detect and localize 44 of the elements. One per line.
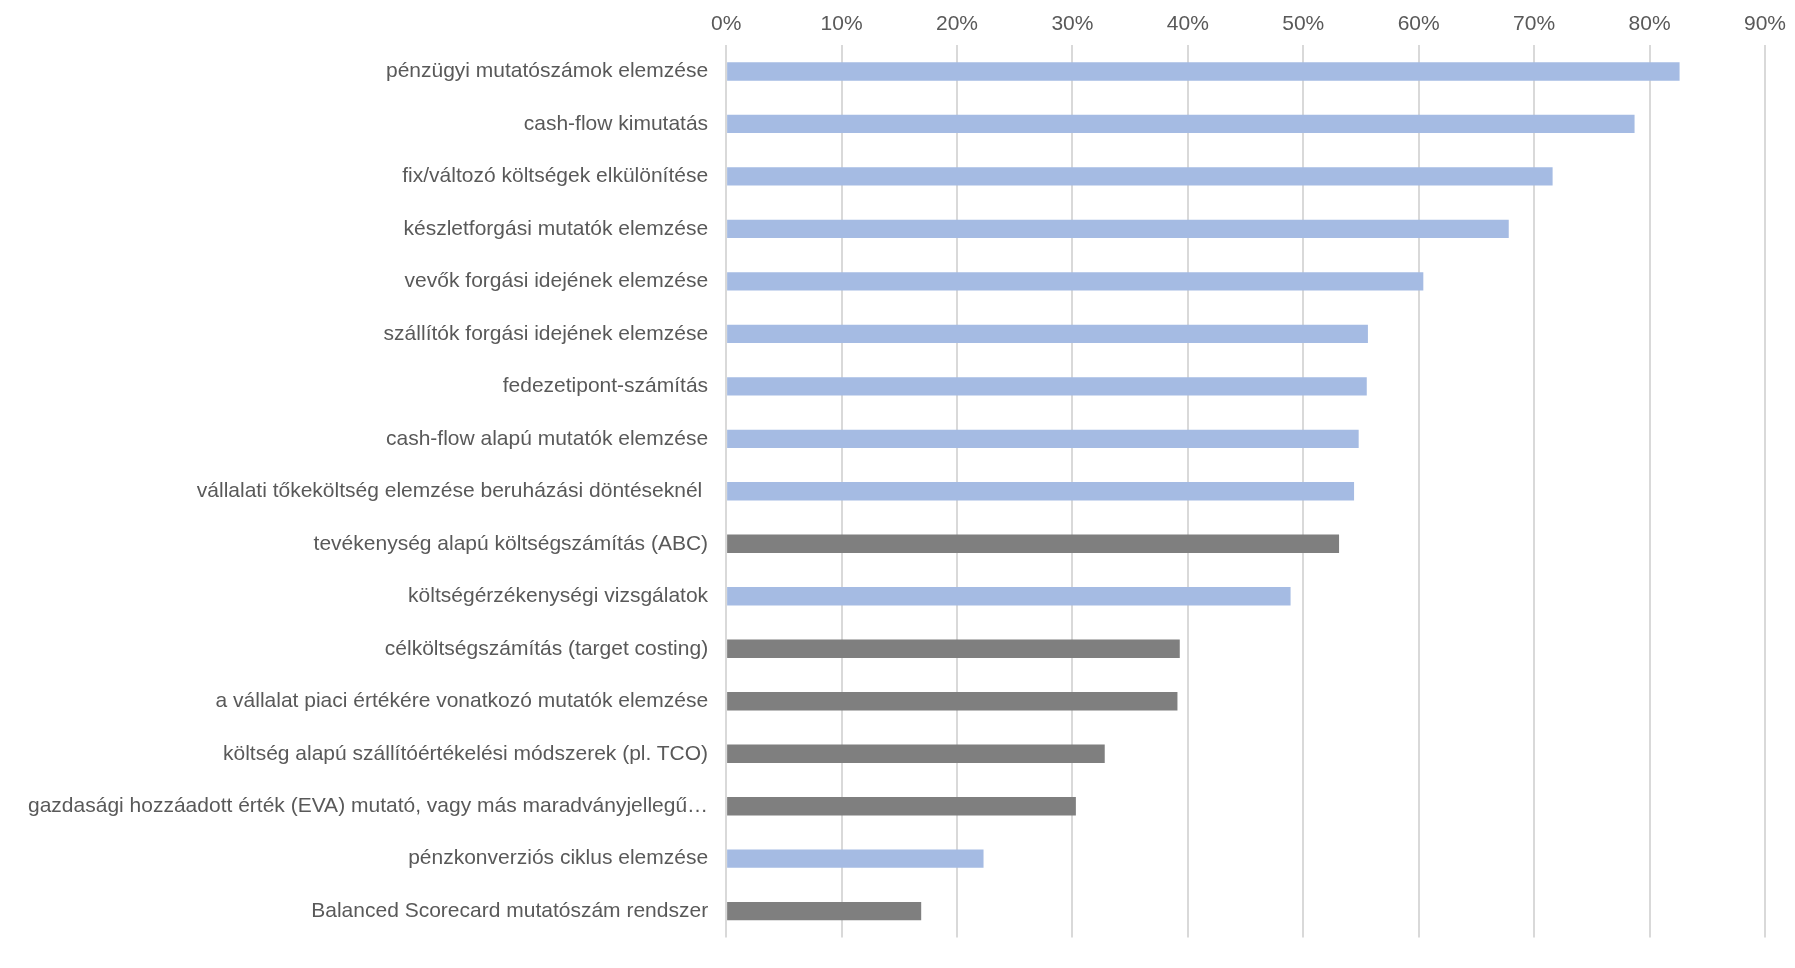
y-tick-label: fedezetipont-számítás	[502, 373, 709, 397]
bar	[727, 744, 1105, 763]
bar	[727, 901, 922, 921]
x-tick-label: 60%	[1397, 11, 1440, 35]
y-tick-label: vevők forgási idejének elemzése	[404, 268, 709, 292]
y-tick-label: vállalati tőkeköltség elemzése beruházási döntéseknél	[196, 478, 709, 502]
x-tick-label: 10%	[820, 11, 863, 35]
x-tick-label: 20%	[935, 11, 978, 35]
bar	[727, 587, 1291, 606]
y-tick-label: pénzügyi mutatószámok elemzése	[385, 58, 709, 82]
bar	[727, 219, 1509, 239]
y-tick-label: költségérzékenységi vizsgálatok	[408, 583, 709, 607]
y-tick-label: pénzkonverziós ciklus elemzése	[408, 845, 709, 869]
y-tick-label: szállítók forgási idejének elemzése	[383, 320, 709, 344]
bar	[727, 429, 1359, 448]
y-tick-label: költség alapú szállítóértékelési módszerek (pl. TCO)	[222, 740, 709, 764]
x-tick-label: 90%	[1743, 11, 1787, 35]
bar	[727, 272, 1424, 291]
y-tick-label: a vállalat piaci értékére vonatkozó mutatók elemzése	[215, 688, 709, 712]
bar	[727, 639, 1180, 658]
x-tick-label: 40%	[1166, 11, 1209, 35]
y-tick-label: cash-flow kimutatás	[523, 110, 709, 134]
bar	[727, 797, 1076, 816]
x-tick-label: 80%	[1628, 11, 1671, 35]
y-tick-label: célköltségszámítás (target costing)	[384, 635, 709, 659]
bar	[727, 534, 1340, 553]
y-tick-label: Balanced Scorecard mutatószám rendszer	[311, 897, 709, 921]
bar	[727, 167, 1553, 186]
bar	[727, 377, 1367, 396]
bar	[727, 482, 1355, 501]
bar	[727, 62, 1680, 81]
x-tick-label: 0%	[710, 11, 742, 35]
y-tick-label: fix/változó költségek elkülönítése	[402, 163, 709, 187]
y-tick-label: cash-flow alapú mutatók elemzése	[385, 425, 709, 449]
x-tick-label: 50%	[1282, 11, 1325, 35]
bar	[727, 114, 1635, 134]
x-tick-label: 30%	[1051, 11, 1094, 35]
y-tick-label: gazdasági hozzáadott érték (EVA) mutató, vagy más maradványjellegű…	[28, 792, 709, 816]
bar	[727, 849, 984, 868]
bar	[727, 692, 1178, 711]
y-tick-label: készletforgási mutatók elemzése	[403, 215, 709, 239]
y-tick-label: tevékenység alapú költségszámítás (ABC)	[313, 530, 709, 554]
bar	[727, 324, 1368, 344]
x-tick-label: 70%	[1513, 11, 1556, 35]
